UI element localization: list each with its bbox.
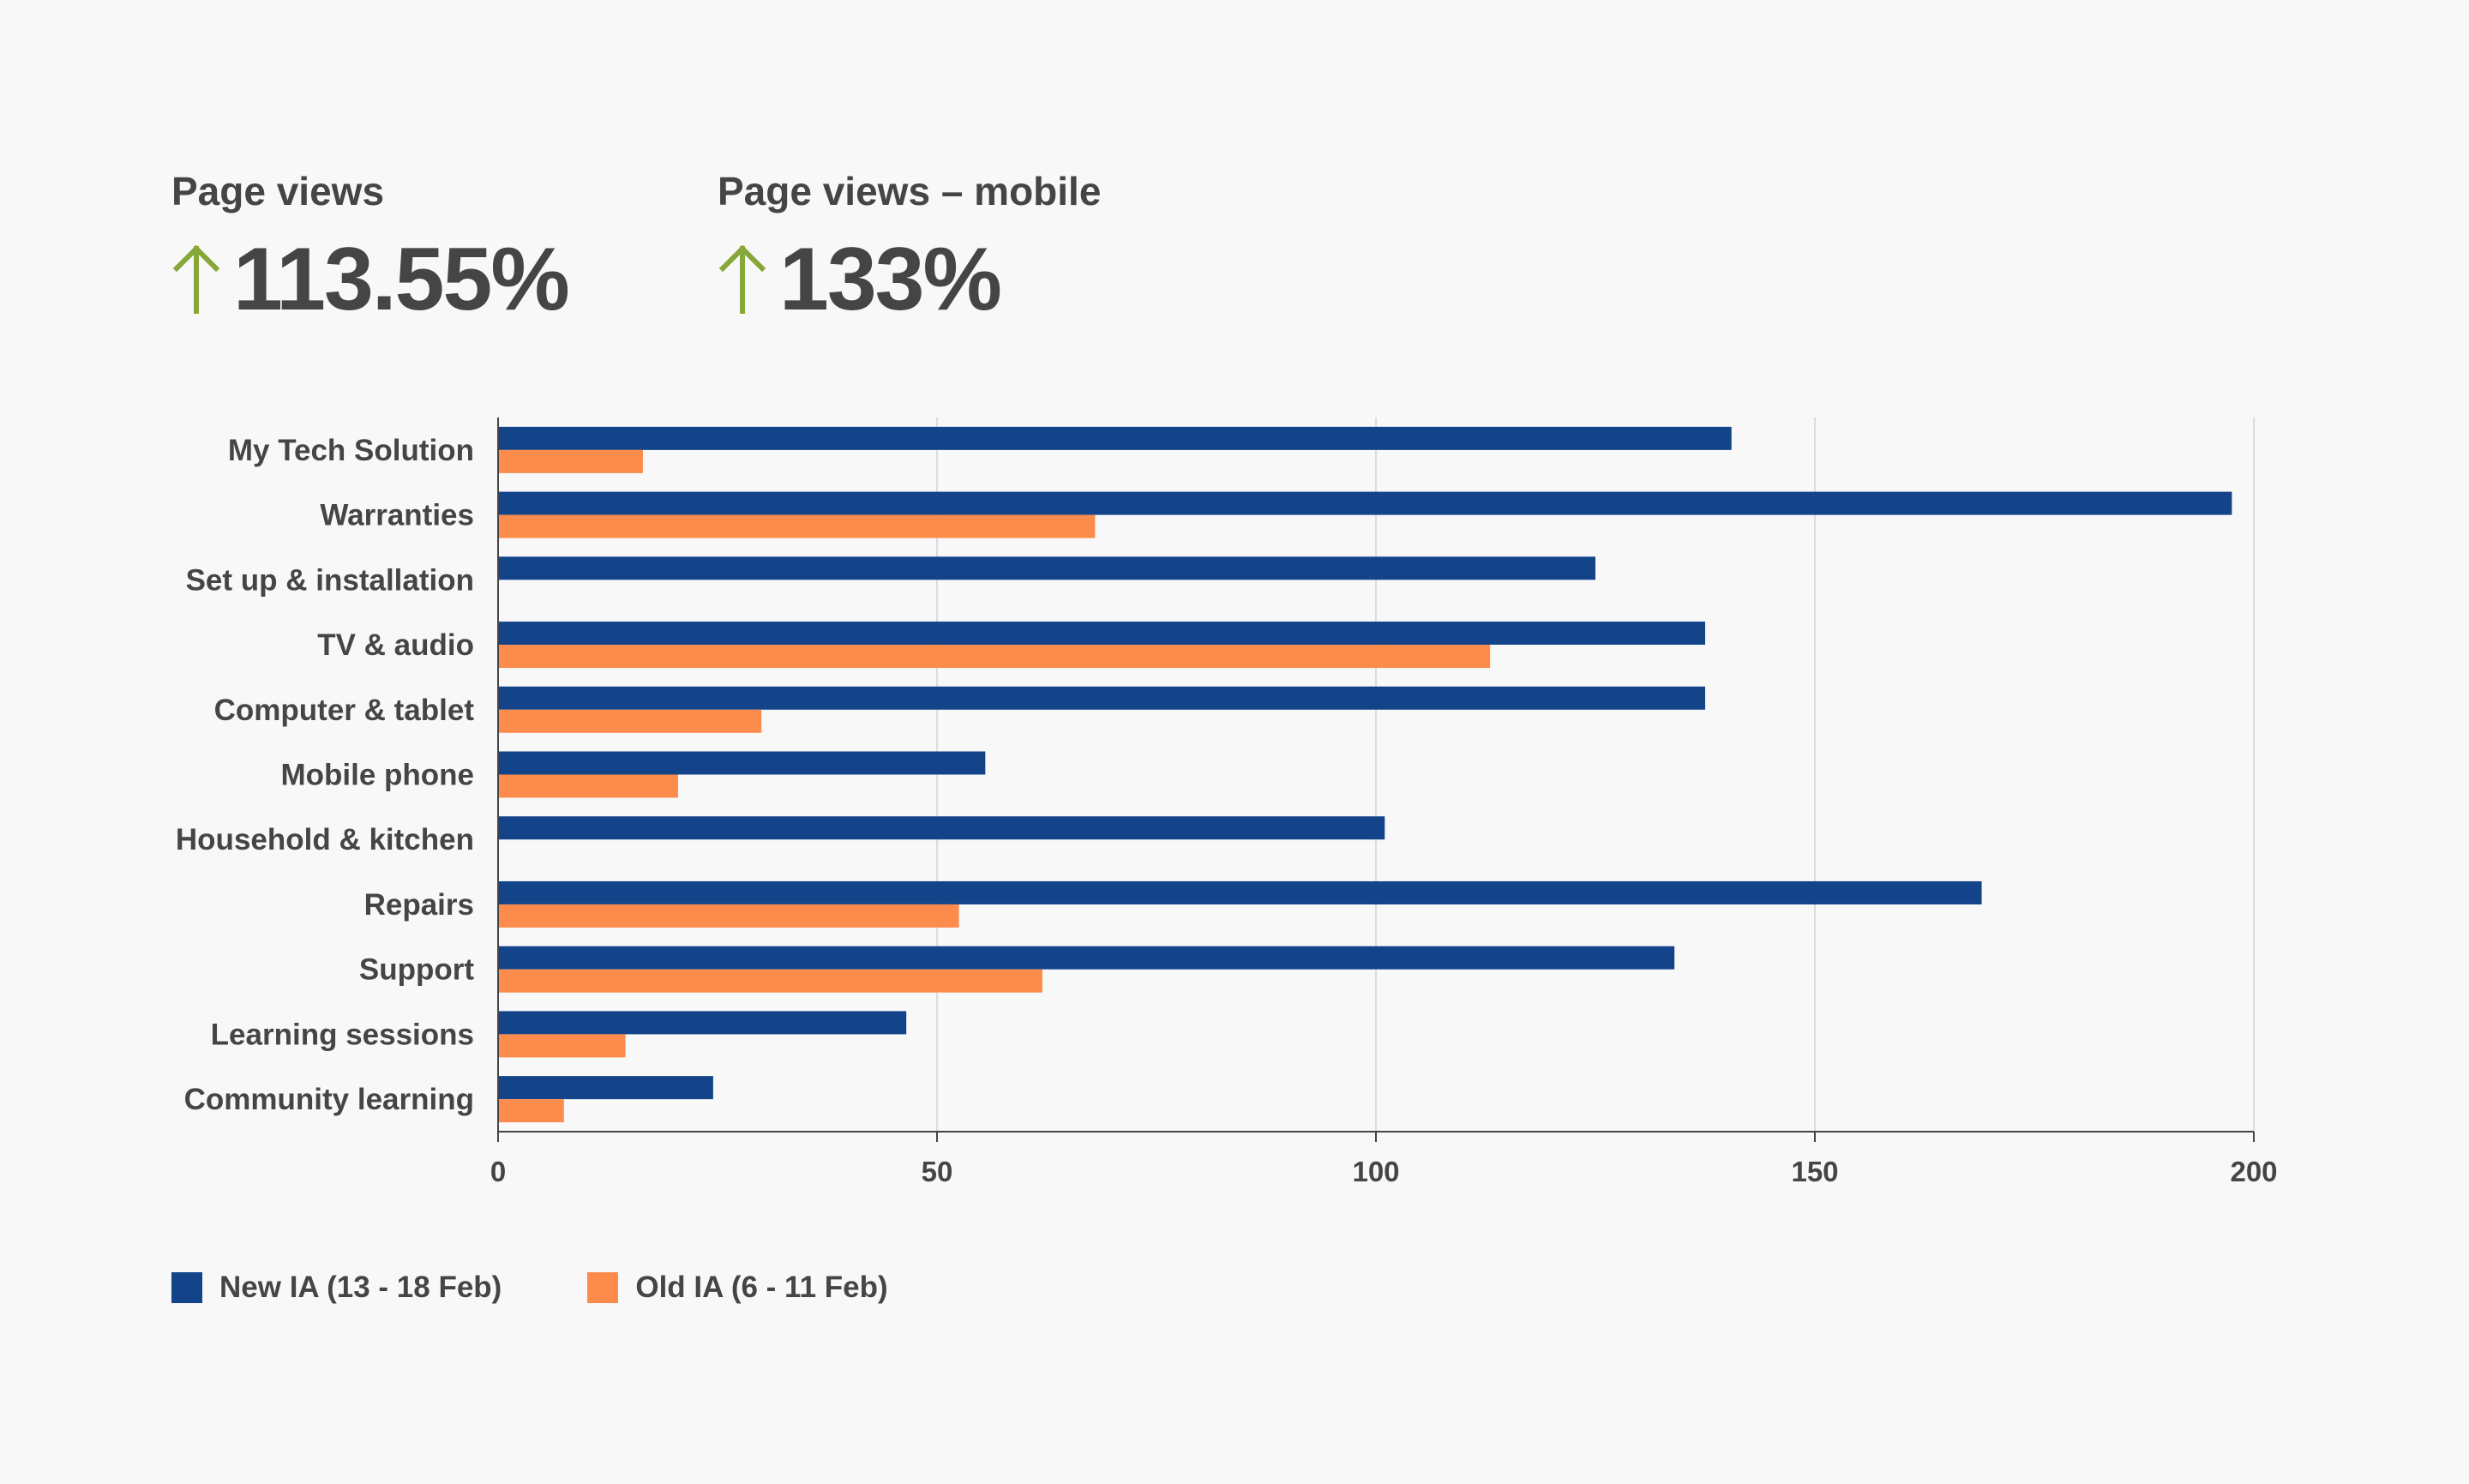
category-label: Support [359, 953, 474, 987]
bar-new [498, 751, 986, 775]
bar-old [498, 969, 1042, 993]
bar-old [498, 514, 1096, 538]
category-label: Computer & tablet [214, 694, 475, 727]
kpi-page-views-mobile: Page views – mobile 133% [718, 171, 1101, 324]
category-label: Warranties [320, 499, 474, 532]
bar-old [498, 449, 643, 473]
bar-old [498, 1099, 564, 1123]
bar-old [498, 1034, 626, 1058]
category-label: My Tech Solution [228, 434, 474, 467]
arrow-up-icon [718, 245, 767, 314]
x-tick-label: 100 [1352, 1156, 1399, 1187]
bar-new [498, 491, 2232, 515]
bar-old [498, 645, 1491, 669]
legend-label-old: Old IA (6 - 11 Feb) [635, 1271, 888, 1304]
bar-new [498, 946, 1675, 970]
bar-old [498, 774, 678, 798]
arrow-up-icon [171, 245, 221, 314]
legend-swatch-new [171, 1272, 202, 1303]
category-label: Learning sessions [211, 1018, 474, 1051]
bar-new [498, 622, 1705, 646]
category-label: Repairs [364, 888, 474, 922]
bar-new [498, 426, 1732, 450]
bar-old [498, 709, 762, 733]
bar-new [498, 1076, 713, 1100]
bar-new [498, 1011, 907, 1035]
legend-item-new: New IA (13 - 18 Feb) [171, 1271, 502, 1305]
kpi-page-views: Page views 113.55% [171, 169, 570, 329]
bar-old [498, 904, 959, 928]
legend-item-old: Old IA (6 - 11 Feb) [587, 1271, 888, 1305]
category-label: Household & kitchen [176, 823, 474, 856]
x-tick-label: 50 [922, 1156, 953, 1187]
chart-legend: New IA (13 - 18 Feb) Old IA (6 - 11 Feb) [171, 1271, 974, 1305]
kpi-title: Page views [171, 169, 385, 213]
category-label: Community learning [184, 1083, 474, 1116]
legend-swatch-old [587, 1272, 619, 1303]
category-label: TV & audio [317, 628, 474, 662]
category-label: Set up & installation [186, 563, 474, 597]
bar-new [498, 880, 1982, 904]
kpi-value-row: 133% [718, 235, 1101, 324]
kpi-value-row: 113.55% [171, 230, 570, 329]
bar-new [498, 556, 1595, 580]
kpi-title: Page views – mobile [718, 169, 1102, 213]
bar-new [498, 686, 1705, 710]
legend-label-new: New IA (13 - 18 Feb) [219, 1271, 502, 1304]
kpi-value: 133% [779, 230, 1002, 329]
x-tick-label: 0 [490, 1156, 506, 1187]
bar-new [498, 816, 1385, 840]
x-tick-label: 200 [2230, 1156, 2277, 1187]
kpi-value: 113.55% [233, 230, 570, 329]
category-label: Mobile phone [280, 759, 474, 792]
x-tick-label: 150 [1791, 1156, 1838, 1187]
